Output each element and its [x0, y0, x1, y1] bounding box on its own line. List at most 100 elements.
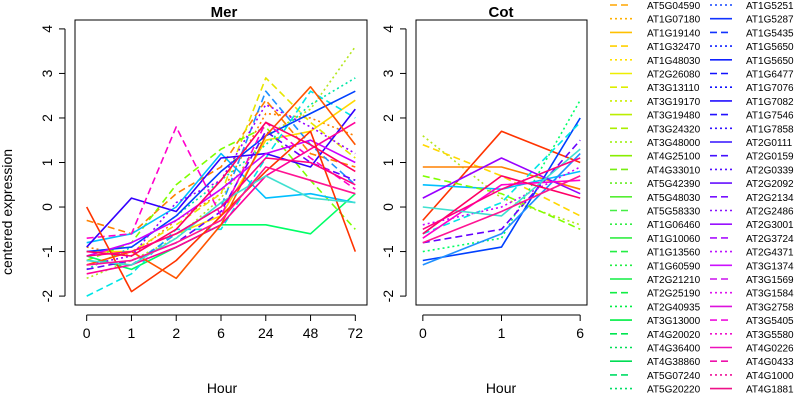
series-line-15 [86, 139, 356, 257]
series-line-23 [86, 157, 356, 257]
legend-label: AT1G7076 [746, 83, 794, 94]
y-tick-label: 4 [380, 25, 396, 33]
legend-label: AT2G3724 [746, 234, 794, 245]
legend-label: AT2G40935 [647, 302, 701, 313]
chart-legend: AT5G04590 AT1G07180 AT1G19140 AT1G32470 AT1G… [610, 1, 794, 396]
y-axis-label: centered expression [0, 149, 15, 275]
legend-label: AT1G32470 [647, 42, 701, 53]
legend-label: AT3G19480 [647, 111, 701, 122]
legend-label: AT4G38860 [647, 357, 701, 368]
series-line-6 [422, 121, 581, 235]
legend-label: AT3G24320 [647, 124, 701, 135]
series-line-7 [86, 77, 356, 271]
series-line-22 [86, 166, 356, 266]
y-tick-label: 3 [380, 69, 396, 77]
legend-label: AT2G2092 [746, 179, 794, 190]
legend-label: AT1G7546 [746, 111, 794, 122]
series-line-21 [86, 121, 356, 257]
x-tick-label: 6 [576, 325, 584, 341]
legend-label: AT1G5435 [746, 28, 794, 39]
x-tick-label: 0 [83, 325, 91, 341]
legend-label: AT1G19140 [647, 28, 701, 39]
legend-label: AT1G10060 [647, 234, 701, 245]
series-line-13 [422, 179, 581, 239]
chart-mer: Mer centered expression Hour 0 1 2 6 24 48 72-… [0, 4, 368, 396]
series-line-16 [422, 175, 581, 244]
y-tick-label: -2 [39, 290, 55, 303]
y-tick-label: 0 [380, 203, 396, 211]
x-tick-label: 1 [498, 325, 506, 341]
series-line-12 [86, 108, 356, 248]
legend-label: AT1G7858 [746, 124, 794, 135]
chart-title-mer: Mer [211, 4, 238, 21]
legend-label: AT5G20220 [647, 385, 701, 396]
legend-label: AT4G1000 [746, 371, 794, 382]
y-tick-label: 2 [39, 114, 55, 122]
legend-label: AT3G13000 [647, 316, 701, 327]
series-line-14 [422, 148, 581, 217]
series-line-11 [422, 153, 581, 266]
series-line-17 [422, 157, 581, 231]
series-line-15 [422, 175, 581, 235]
series-line-11 [86, 90, 356, 253]
x-tick-label: 72 [348, 325, 364, 341]
y-tick-label: 4 [39, 25, 55, 33]
legend-label: AT2G21210 [647, 275, 701, 286]
series-line-6 [86, 193, 356, 271]
legend-label: AT5G48030 [647, 193, 701, 204]
legend-label: AT4G36400 [647, 344, 701, 355]
legend-label: AT3G5405 [746, 316, 794, 327]
y-tick-label: 3 [39, 69, 55, 77]
y-tick-label: 0 [39, 203, 55, 211]
y-tick-label: 2 [380, 114, 396, 122]
legend-label: AT3G19170 [647, 97, 701, 108]
y-tick-label: -1 [39, 245, 55, 258]
legend-label: AT2G2134 [746, 193, 794, 204]
x-axis-label-mer: Hour [207, 380, 238, 396]
legend-label: AT5G58330 [647, 207, 701, 218]
x-tick-label: 0 [419, 325, 427, 341]
plot-frame [415, 19, 588, 306]
x-tick-label: 48 [303, 325, 319, 341]
legend-label: AT3G1584 [746, 289, 794, 300]
legend-label: AT4G25100 [647, 152, 701, 163]
x-tick-label: 6 [217, 325, 225, 341]
plot-frame [74, 19, 368, 306]
legend-label: AT1G5650 [746, 56, 794, 67]
legend-label: AT4G0433 [746, 357, 794, 368]
legend-label: AT5G07240 [647, 371, 701, 382]
y-tick-label: 1 [380, 158, 396, 166]
x-axis-label-cot: Hour [486, 380, 517, 396]
legend-label: AT2G2486 [746, 207, 794, 218]
legend-label: AT2G0339 [746, 165, 794, 176]
legend-label: AT4G1881 [746, 385, 794, 396]
legend-label: AT2G0111 [746, 138, 793, 149]
legend-label: AT3G48000 [647, 138, 701, 149]
legend-label: AT3G1374 [746, 261, 794, 272]
legend-label: AT3G1569 [746, 275, 794, 286]
legend-label: AT1G7082 [746, 97, 794, 108]
series-line-20 [86, 175, 356, 266]
legend-label: AT5G42390 [647, 179, 701, 190]
x-tick-label: 1 [128, 325, 136, 341]
legend-label: AT1G48030 [647, 56, 701, 67]
series-line-19 [86, 86, 356, 280]
legend-label: AT1G06460 [647, 220, 701, 231]
legend-label: AT3G13110 [647, 83, 700, 94]
series-line-8 [86, 90, 356, 297]
x-tick-label: 2 [172, 325, 180, 341]
legend-label: AT1G5251 [746, 1, 794, 12]
series-line-16 [86, 121, 356, 239]
legend-label: AT1G13560 [647, 248, 701, 259]
series-line-12 [422, 175, 581, 231]
legend-label: AT4G20020 [647, 330, 701, 341]
legend-label: AT5G04590 [647, 1, 701, 12]
legend-label: AT2G0159 [746, 152, 794, 163]
legend-label: AT2G3001 [746, 220, 794, 231]
series-line-4 [422, 117, 581, 262]
legend-label: AT1G5650 [746, 42, 794, 53]
x-tick-label: 24 [258, 325, 274, 341]
chart-cot: Cot Hour 0 1 6 -2 -1 0 1 2 3 4 [380, 4, 588, 396]
legend-label: AT3G5580 [746, 330, 794, 341]
